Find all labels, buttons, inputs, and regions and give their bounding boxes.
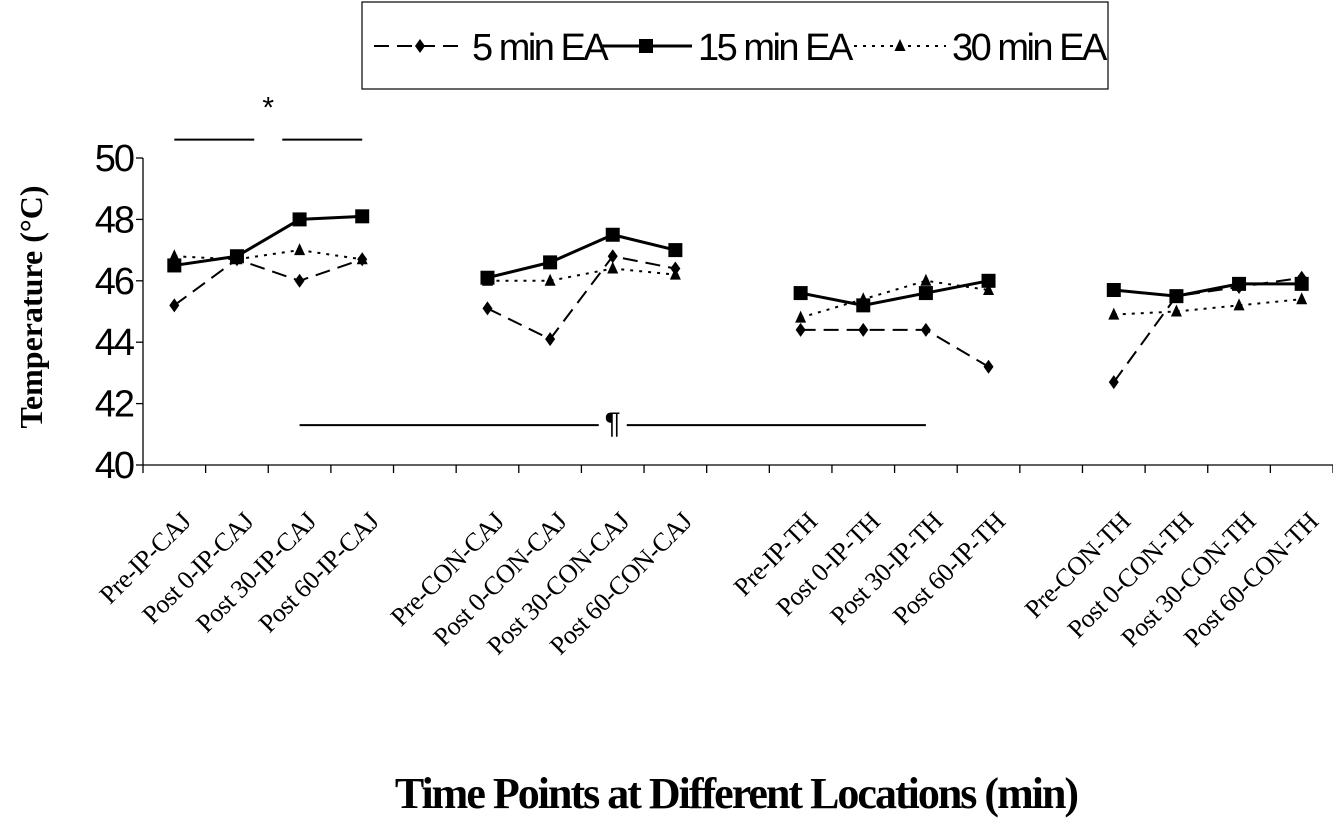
series-line [174, 249, 363, 261]
series-layer [167, 209, 1309, 390]
data-point [858, 322, 869, 337]
legend-label: 5 min EA [472, 27, 609, 69]
data-point [1106, 283, 1121, 298]
data-point [481, 273, 493, 286]
data-point [668, 243, 683, 258]
y-tick-label: 42 [95, 384, 134, 426]
data-point [607, 261, 619, 274]
data-point [795, 310, 807, 323]
data-point [1169, 289, 1184, 304]
data-point [482, 301, 493, 316]
data-point [793, 286, 808, 301]
legend-box [361, 1, 1109, 90]
series-1 [167, 209, 1309, 313]
data-point [544, 273, 556, 286]
series-line [173, 258, 363, 307]
series-line [487, 233, 676, 280]
x-axis-label: Time Points at Different Locations (min) [395, 769, 1078, 818]
data-point [355, 209, 370, 224]
annotation-symbol: ¶ [605, 407, 621, 440]
series-line [1113, 282, 1302, 298]
annotations: *¶ [174, 92, 926, 440]
legend: 5 min EA 15 min EA 30 min EA [361, 1, 1110, 90]
data-point [1232, 276, 1247, 291]
data-point [1170, 304, 1182, 317]
series-0 [169, 249, 1307, 390]
annotation-symbol: * [262, 92, 274, 125]
data-point [543, 255, 558, 270]
y-tick-label: 44 [95, 322, 135, 364]
y-tick-label: 50 [95, 138, 134, 180]
legend-marker [894, 39, 906, 51]
data-point [983, 283, 995, 296]
y-tick-label: 46 [95, 261, 134, 303]
series-line [487, 255, 676, 341]
data-point [356, 252, 368, 265]
data-point [294, 243, 306, 256]
data-point [795, 322, 806, 337]
legend-marker [415, 39, 425, 53]
data-point [1233, 298, 1245, 311]
data-point [605, 227, 620, 242]
legend-label: 15 min EA [698, 27, 854, 69]
data-point [168, 249, 180, 262]
series-line [800, 279, 989, 307]
data-point [920, 322, 931, 337]
data-point [857, 292, 869, 305]
data-point [231, 252, 243, 265]
y-axis-label: Temperature (°C) [13, 186, 49, 429]
data-point [981, 273, 996, 288]
series-line [174, 214, 363, 267]
data-point [983, 359, 994, 374]
series-2 [168, 243, 1308, 323]
data-point [669, 267, 681, 280]
data-point [294, 273, 305, 288]
data-point [167, 258, 182, 273]
data-point [292, 212, 307, 227]
series-line [800, 279, 989, 319]
y-tick-label: 40 [95, 445, 134, 487]
data-point [918, 286, 933, 301]
data-point [169, 298, 180, 313]
data-point [1108, 375, 1119, 390]
data-point [1294, 276, 1309, 291]
series-line [1112, 276, 1302, 383]
data-point [545, 332, 556, 347]
data-point [607, 249, 618, 264]
legend-marker [639, 39, 653, 53]
data-point [1108, 307, 1120, 320]
data-point [920, 273, 932, 286]
data-point [1296, 292, 1308, 305]
series-line [1113, 298, 1302, 316]
y-tick-label: 48 [95, 199, 134, 241]
legend-label: 30 min EA [952, 27, 1108, 69]
series-line [800, 328, 990, 368]
